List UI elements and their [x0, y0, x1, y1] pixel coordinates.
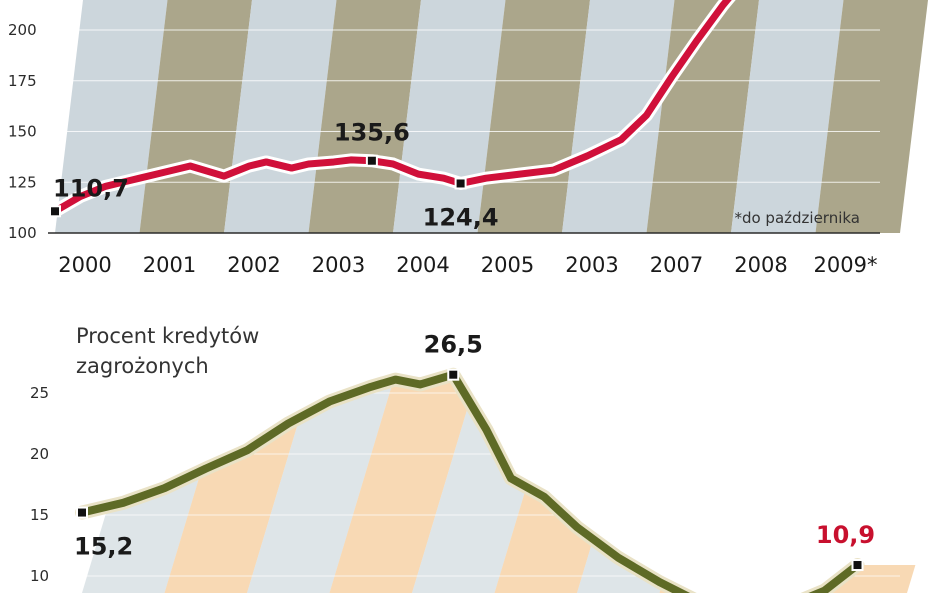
top-chart-labeled-points: 110,7 135,6 124,4 — [49, 119, 499, 231]
top-x-tick-label: 2001 — [143, 253, 196, 277]
bottom-y-tick-label: 20 — [30, 445, 49, 463]
bottom-band — [247, 360, 400, 593]
top-point-label: 135,6 — [334, 119, 410, 147]
bottom-y-label-line2: zagrożonych — [76, 354, 209, 378]
bottom-chart-labeled-points: 15,2 26,5 10,9 — [74, 331, 875, 572]
top-band — [646, 0, 759, 233]
top-band — [815, 0, 928, 233]
bottom-series-line — [78, 370, 862, 593]
bottom-point-marker — [76, 506, 88, 519]
bottom-y-tick-label: 10 — [30, 567, 49, 585]
top-point-label: 110,7 — [53, 174, 129, 202]
bottom-y-tick-label: 25 — [30, 384, 49, 402]
top-band — [308, 0, 421, 233]
top-y-tick-label: 100 — [8, 224, 37, 242]
bottom-y-tick-label: 15 — [30, 506, 49, 524]
bottom-chart-grid — [70, 392, 900, 577]
bottom-point-label: 26,5 — [424, 331, 483, 359]
bottom-point-label: 10,9 — [816, 521, 875, 549]
bottom-point-marker — [851, 559, 864, 572]
top-y-tick-label: 150 — [8, 123, 37, 141]
top-y-tick-label: 200 — [8, 21, 37, 39]
bottom-y-label-line1: Procent kredytów — [76, 324, 259, 348]
top-y-tick-label: 125 — [8, 173, 37, 191]
top-x-tick-label: 2005 — [481, 253, 534, 277]
top-band — [224, 0, 337, 233]
top-series-line — [51, 0, 732, 215]
top-chart-x-ticks: 2000 2001 2002 2003 2004 2005 2003 2007 2008 2009… — [58, 253, 877, 277]
top-x-tick-label: 2003 — [565, 253, 618, 277]
top-point-marker — [49, 205, 61, 218]
top-y-tick-label: 175 — [8, 72, 37, 90]
top-x-tick-label: 2009* — [814, 253, 878, 277]
top-x-tick-label: 2004 — [396, 253, 449, 277]
top-point-marker — [365, 154, 378, 167]
bottom-point-label: 15,2 — [74, 533, 133, 561]
bottom-band — [329, 360, 482, 593]
top-point-label: 124,4 — [423, 203, 499, 231]
bottom-area-mask — [82, 330, 948, 593]
footnote: *do października — [734, 209, 860, 227]
top-chart-y-ticks: 100 125 150 175 200 — [8, 21, 37, 242]
top-x-tick-label: 2002 — [227, 253, 280, 277]
top-x-tick-label: 2008 — [734, 253, 787, 277]
top-point-marker — [454, 177, 467, 190]
top-chart-series — [48, 0, 736, 218]
bottom-chart-series — [75, 367, 865, 593]
bottom-chart-bands — [82, 330, 948, 593]
bottom-point-marker — [447, 368, 460, 381]
bottom-chart-y-ticks: 10 15 20 25 — [30, 384, 49, 585]
top-x-tick-label: 2000 — [58, 253, 111, 277]
top-x-tick-label: 2007 — [650, 253, 703, 277]
top-band — [731, 0, 844, 233]
top-chart-bands — [55, 0, 928, 233]
top-x-tick-label: 2003 — [312, 253, 365, 277]
top-band — [562, 0, 675, 233]
